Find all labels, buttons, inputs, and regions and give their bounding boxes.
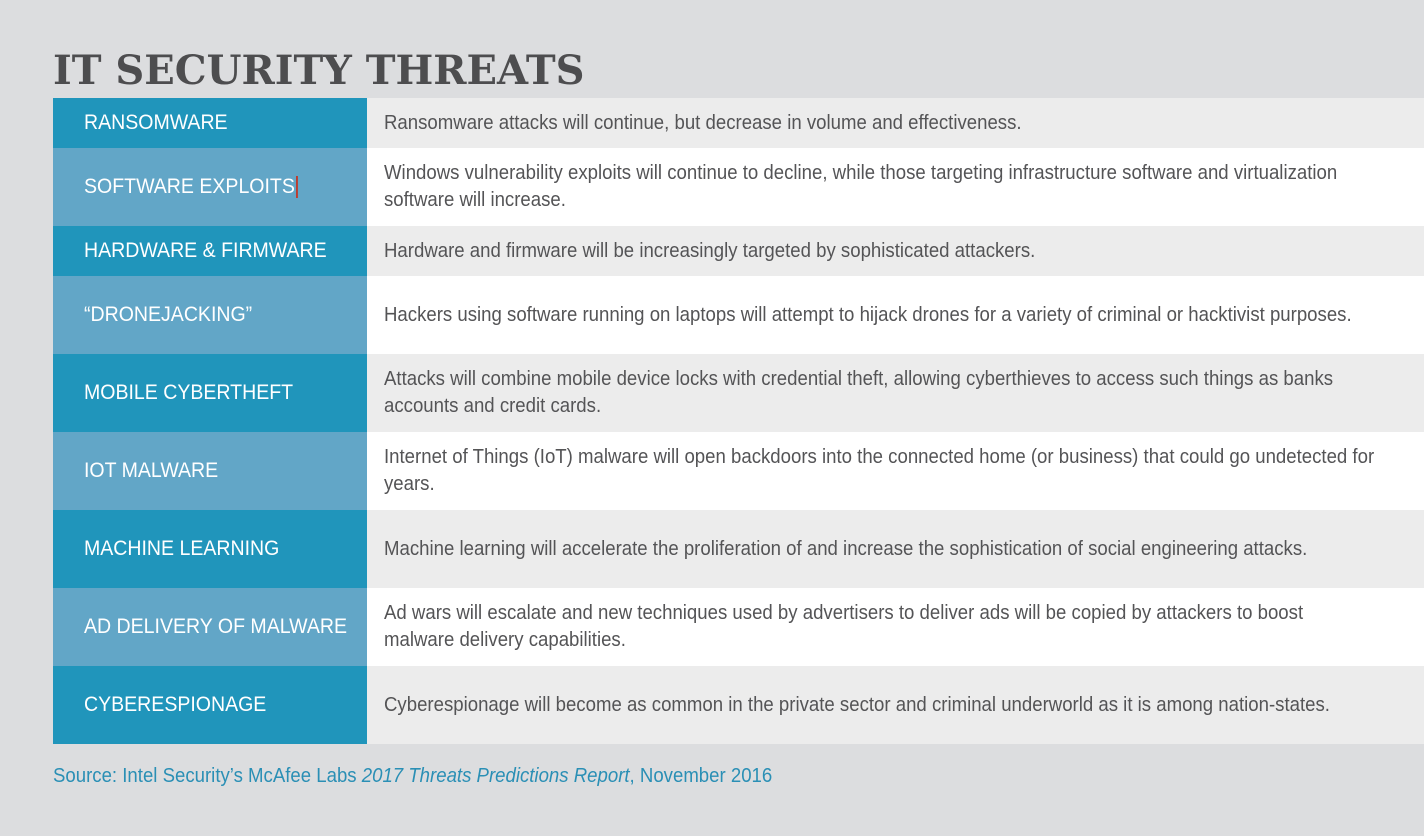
threat-label-text: HARDWARE & FIRMWARE <box>84 239 327 262</box>
table-row: SOFTWARE EXPLOITS Windows vulnerability … <box>53 148 1424 226</box>
threat-description-text: Machine learning will accelerate the pro… <box>384 537 1308 560</box>
table-row: MACHINE LEARNING Machine learning will a… <box>53 510 1424 588</box>
table-row: MOBILE CYBERTHEFT Attacks will combine m… <box>53 354 1424 432</box>
source-prefix: Source: Intel Security’s McAfee Labs <box>53 765 362 787</box>
threat-label: HARDWARE & FIRMWARE <box>53 226 367 276</box>
threat-description-text: Hackers using software running on laptop… <box>384 303 1352 326</box>
threat-description: Attacks will combine mobile device locks… <box>367 354 1424 432</box>
threat-label-text: SOFTWARE EXPLOITS <box>84 175 298 199</box>
threat-description-text: Hardware and firmware will be increasing… <box>384 239 1036 262</box>
table-row: HARDWARE & FIRMWARE Hardware and firmwar… <box>53 226 1424 276</box>
table-row: AD DELIVERY OF MALWARE Ad wars will esca… <box>53 588 1424 666</box>
threat-description: Machine learning will accelerate the pro… <box>367 510 1424 588</box>
threat-label: IOT MALWARE <box>53 432 367 510</box>
threat-description: Ad wars will escalate and new techniques… <box>367 588 1424 666</box>
table-row: RANSOMWARE Ransomware attacks will conti… <box>53 98 1424 148</box>
threat-description: Hardware and firmware will be increasing… <box>367 226 1424 276</box>
threat-label: MOBILE CYBERTHEFT <box>53 354 367 432</box>
source-suffix: , November 2016 <box>629 765 773 787</box>
threat-label: SOFTWARE EXPLOITS <box>53 148 367 226</box>
threat-label: MACHINE LEARNING <box>53 510 367 588</box>
threat-label-text: “DRONEJACKING” <box>84 303 253 326</box>
threat-label: CYBERESPIONAGE <box>53 666 367 744</box>
threat-description: Cyberespionage will become as common in … <box>367 666 1424 744</box>
threat-label: AD DELIVERY OF MALWARE <box>53 588 367 666</box>
table-row: “DRONEJACKING” Hackers using software ru… <box>53 276 1424 354</box>
threat-description-text: Ad wars will escalate and new techniques… <box>384 602 1304 651</box>
source-report-title: 2017 Threats Predictions Report <box>361 765 630 787</box>
threat-label: RANSOMWARE <box>53 98 367 148</box>
threat-label-text: AD DELIVERY OF MALWARE <box>84 615 348 638</box>
text-cursor <box>295 176 298 199</box>
threat-label-text: MOBILE CYBERTHEFT <box>84 381 294 404</box>
threats-table: RANSOMWARE Ransomware attacks will conti… <box>53 98 1424 744</box>
threat-description: Windows vulnerability exploits will cont… <box>367 148 1424 226</box>
threat-description-text: Internet of Things (IoT) malware will op… <box>384 446 1375 495</box>
source-citation: Source: Intel Security’s McAfee Labs 201… <box>53 765 772 788</box>
threat-description: Hackers using software running on laptop… <box>367 276 1424 354</box>
page-title: IT SECURITY THREATS <box>53 47 585 94</box>
threat-label-text: CYBERESPIONAGE <box>84 693 267 716</box>
threat-description-text: Ransomware attacks will continue, but de… <box>384 111 1022 134</box>
threat-label-text: IOT MALWARE <box>84 459 219 482</box>
threat-description-text: Windows vulnerability exploits will cont… <box>384 162 1338 211</box>
threat-description: Ransomware attacks will continue, but de… <box>367 98 1424 148</box>
threat-label: “DRONEJACKING” <box>53 276 367 354</box>
threat-description-text: Attacks will combine mobile device locks… <box>384 368 1334 417</box>
threat-description-text: Cyberespionage will become as common in … <box>384 693 1330 716</box>
threat-label-value: SOFTWARE EXPLOITS <box>84 175 295 198</box>
threat-label-text: MACHINE LEARNING <box>84 537 280 560</box>
threat-description: Internet of Things (IoT) malware will op… <box>367 432 1424 510</box>
table-row: IOT MALWARE Internet of Things (IoT) mal… <box>53 432 1424 510</box>
table-row: CYBERESPIONAGE Cyberespionage will becom… <box>53 666 1424 744</box>
threat-label-text: RANSOMWARE <box>84 111 228 134</box>
